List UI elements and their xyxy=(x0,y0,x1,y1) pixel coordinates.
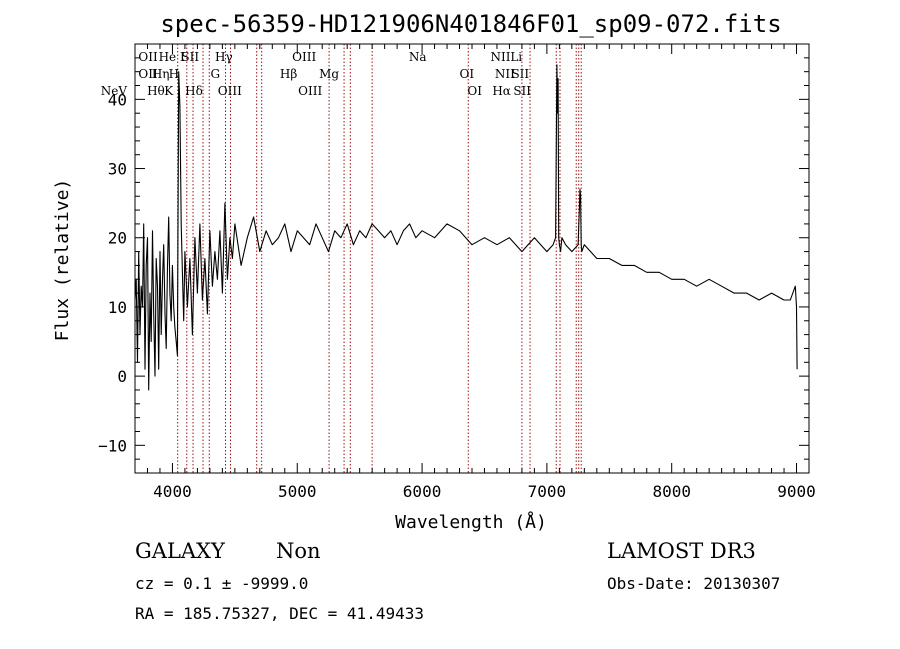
line-label-6: K xyxy=(164,84,174,98)
line-label-7: H xyxy=(169,67,179,81)
x-axis-label: Wavelength (Å) xyxy=(395,511,547,533)
line-label-3: Hθ xyxy=(147,84,165,98)
survey-name: LAMOST DR3 xyxy=(607,539,756,563)
x-tick-label: 9000 xyxy=(777,482,816,501)
object-class: GALAXY xyxy=(135,539,226,563)
line-label-16: Mg xyxy=(319,67,339,81)
x-tick-label: 7000 xyxy=(528,482,567,501)
line-label-10: Hγ xyxy=(215,50,233,64)
x-tick-label: 6000 xyxy=(403,482,442,501)
line-label-20: NII xyxy=(490,50,510,64)
x-tick-label: 4000 xyxy=(153,482,192,501)
spectrum-series xyxy=(134,64,798,391)
line-label-5: He I xyxy=(159,50,185,64)
line-label-15: OIII xyxy=(298,84,322,98)
axis-tick-labels: 4000 5000 6000 7000 8000 9000 −10 0 10 20 30 40 xyxy=(98,90,816,501)
line-label-22: Hα xyxy=(492,84,511,98)
coordinates: RA = 185.75327, DEC = 41.49433 xyxy=(135,604,424,623)
line-label-17: Na xyxy=(409,50,427,64)
line-label-19: OI xyxy=(467,84,482,98)
y-tick-label: 30 xyxy=(108,160,127,179)
line-label-23: Li xyxy=(510,50,522,64)
y-tick-label: 0 xyxy=(117,367,127,386)
line-label-12: OIII xyxy=(218,84,242,98)
object-subclass: Non xyxy=(276,539,321,563)
line-label-8: SII xyxy=(181,50,199,64)
y-tick-label: 10 xyxy=(108,298,127,317)
x-tick-label: 8000 xyxy=(652,482,691,501)
line-label-4: Hη xyxy=(152,67,170,81)
line-label-21: NII xyxy=(495,67,515,81)
line-label-1: OII xyxy=(138,50,158,64)
spectrum-line xyxy=(134,64,798,391)
plot-frame xyxy=(134,43,810,474)
x-tick-label: 5000 xyxy=(278,482,317,501)
emission-line-markers xyxy=(177,44,582,473)
y-tick-label: 40 xyxy=(108,90,127,109)
line-label-25: SII xyxy=(513,84,531,98)
chart-title: spec-56359-HD121906N401846F01_sp09-072.f… xyxy=(160,10,781,38)
obs-date: Obs-Date: 20130307 xyxy=(607,574,780,593)
line-label-2: OII xyxy=(138,67,158,81)
y-tick-label: −10 xyxy=(98,436,127,455)
redshift-info: cz = 0.1 ± -9999.0 xyxy=(135,574,308,593)
line-label-9: Hδ xyxy=(185,84,203,98)
line-label-18: OI xyxy=(460,67,475,81)
y-tick-label: 20 xyxy=(108,229,127,248)
axis-ticks xyxy=(134,43,810,474)
line-label-0: NeV xyxy=(101,84,128,98)
line-label-24: SII xyxy=(511,67,529,81)
line-label-11: G xyxy=(211,67,221,81)
y-axis-label: Flux (relative) xyxy=(52,179,73,342)
line-label-13: Hβ xyxy=(280,67,297,81)
line-label-14: OIII xyxy=(292,50,316,64)
